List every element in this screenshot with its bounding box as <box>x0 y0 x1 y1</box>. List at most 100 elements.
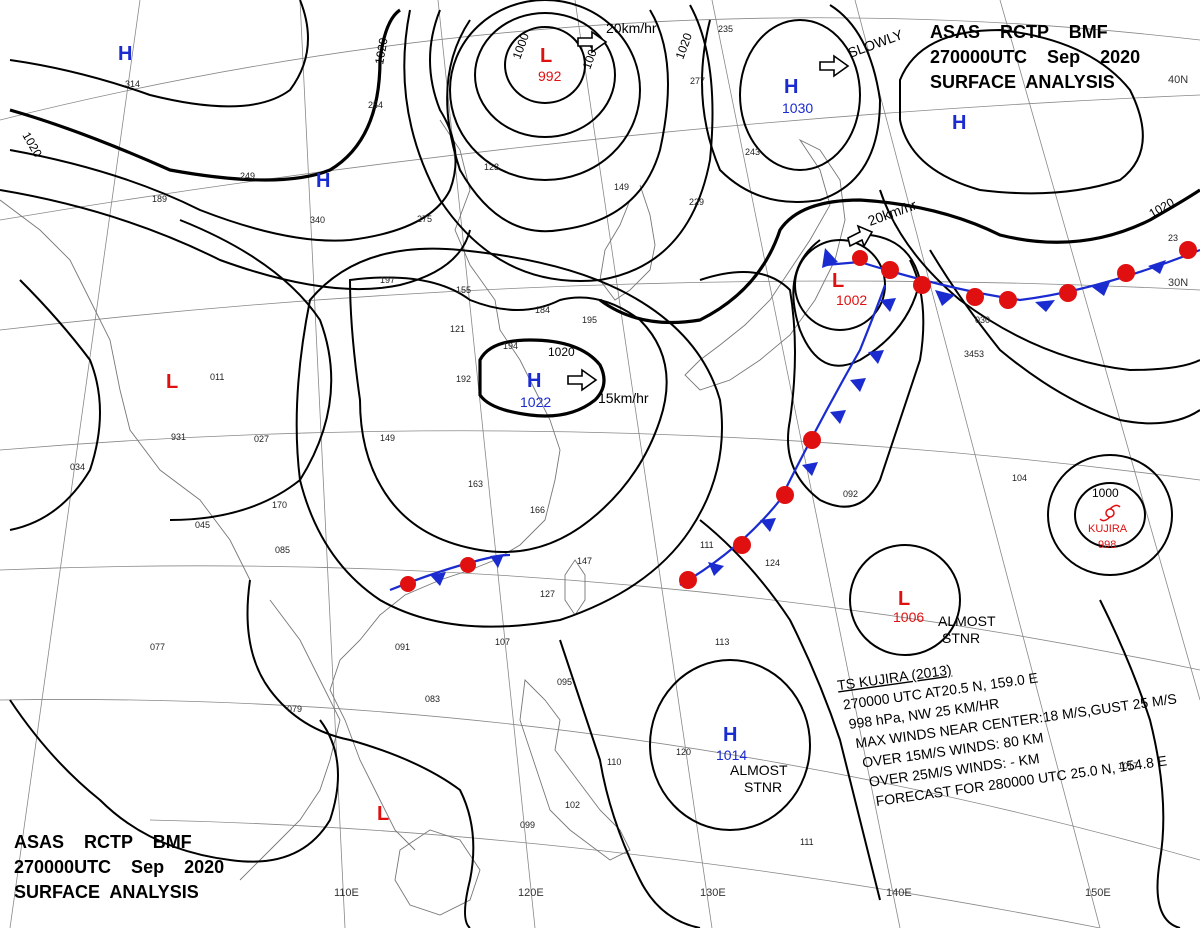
station-label: 079 <box>287 704 302 714</box>
isobar-label: 1020 <box>548 345 575 359</box>
meridian-150e <box>854 0 1101 928</box>
ts-bulletin: TS KUJIRA (2013) 270000 UTC AT20.5 N, 15… <box>836 661 1177 809</box>
isobar-east-3 <box>879 189 1200 372</box>
china-coast <box>329 119 561 851</box>
front-japan-warm <box>679 431 821 589</box>
station-label: 1017 <box>1118 761 1138 771</box>
isobar-1020-west <box>9 0 309 108</box>
station-label: 192 <box>456 374 471 384</box>
isobar-east-2 <box>929 249 1200 425</box>
low-center-value: 992 <box>538 68 562 84</box>
header-bottom-line2: 270000UTC Sep 2020 <box>14 857 224 877</box>
station-label: 147 <box>577 556 592 566</box>
station-label: 3453 <box>964 349 984 359</box>
isobar-low-1006 <box>849 544 961 656</box>
parallel-30n <box>0 280 1200 331</box>
station-label: 027 <box>254 434 269 444</box>
station-label: 195 <box>582 315 597 325</box>
typhoon-pressure: 998 <box>1098 539 1116 551</box>
isobar-label: 1020 <box>1147 195 1177 221</box>
isobar-mid-outer <box>295 247 723 628</box>
japan-coast <box>684 138 846 391</box>
cold-front-mark <box>1092 282 1110 296</box>
isobar-high-1030-outer <box>701 4 882 203</box>
philippines-coast <box>519 679 631 861</box>
station-label: 102 <box>565 800 580 810</box>
header-bottom: ASAS RCTP BMF 270000UTC Sep 2020 SURFACE… <box>14 832 224 902</box>
isobar-southwest <box>9 699 339 863</box>
isobar-1020-north <box>9 8 401 182</box>
station-label: 314 <box>125 79 140 89</box>
isobar-label: 1000 <box>510 31 532 61</box>
isobar-low-992-ring2 <box>474 12 616 138</box>
warm-front-mark <box>913 276 931 294</box>
station-label: 091 <box>395 642 410 652</box>
isobar-low-992-ring4 <box>446 9 669 233</box>
station-label: 085 <box>275 545 290 555</box>
station-label: 034 <box>70 462 85 472</box>
isobar-stationary-area <box>559 639 701 928</box>
station-label: 045 <box>195 520 210 530</box>
high-center-label: H <box>118 43 132 65</box>
low-center-label: L <box>832 270 844 292</box>
motion-arrows <box>567 30 874 392</box>
high-center-label: H <box>527 370 541 392</box>
station-label: 120 <box>676 747 691 757</box>
typhoon-kujira: 1000 KUJIRA 998 <box>1088 486 1128 551</box>
isobar-low-992-ring3 <box>449 0 641 181</box>
cold-front-mark <box>1148 260 1166 274</box>
coastlines <box>0 119 846 916</box>
parallel-40n <box>0 94 1200 221</box>
korea-coast <box>599 184 656 301</box>
fronts <box>389 241 1200 592</box>
front-southwest-cold <box>430 554 504 586</box>
warm-front-mark <box>881 261 899 279</box>
taiwan-coast <box>564 559 586 616</box>
isobar-low-992-ring5 <box>403 4 714 282</box>
parallel-eq <box>149 819 1101 928</box>
west-coast <box>0 199 251 581</box>
station-label: 277 <box>690 76 705 86</box>
low-center-value: 1006 <box>893 609 924 625</box>
station-label: 030 <box>975 315 990 325</box>
low-center-label: L <box>377 803 389 825</box>
isobar-far-east <box>1099 599 1181 928</box>
station-label: 155 <box>456 285 471 295</box>
cold-front-mark <box>880 298 896 312</box>
isobar-west-1 <box>9 9 457 242</box>
lon-label-110e: 110E <box>334 887 359 899</box>
station-label: 099 <box>520 820 535 830</box>
station-label: 931 <box>171 432 186 442</box>
parallel-20n <box>0 430 1200 481</box>
cold-front-mark <box>822 248 838 268</box>
station-label: 011 <box>210 372 224 382</box>
stations: 23 030 104 092 124 111 113 095 120 107 0… <box>70 24 1178 847</box>
station-label: 113 <box>715 637 729 647</box>
header-bottom-line3: SURFACE ANALYSIS <box>14 882 199 902</box>
cold-front-mark <box>830 410 846 424</box>
stationary-notes: ALMOST STNR ALMOST STNR <box>730 613 996 795</box>
station-label: 127 <box>540 589 555 599</box>
indochina-coast <box>239 599 341 881</box>
cold-front-mark <box>760 518 776 532</box>
station-label: 275 <box>417 214 432 224</box>
arrow-high-1022 <box>567 368 598 392</box>
stnr-note-1014-l2: STNR <box>744 779 782 795</box>
station-label: 124 <box>765 558 780 568</box>
high-center-label: H <box>316 170 330 192</box>
warm-front-mark <box>679 571 697 589</box>
low-center-label: L <box>540 45 552 67</box>
station-label: 229 <box>689 197 704 207</box>
cold-front-mark <box>1035 300 1055 312</box>
movement-high-1030: SLOWLY <box>846 26 906 61</box>
high-center-value: 1014 <box>716 747 747 763</box>
borneo-coast <box>394 829 481 916</box>
coordinate-labels: 110E 120E 130E 140E 150E 40N 30N <box>334 74 1188 899</box>
isobar-low-992-ring1 <box>504 26 586 104</box>
warm-front-mark <box>1179 241 1197 259</box>
cold-front-mark <box>430 572 446 586</box>
header-top-line2: 270000UTC Sep 2020 <box>930 47 1140 67</box>
high-center-label: H <box>784 76 798 98</box>
